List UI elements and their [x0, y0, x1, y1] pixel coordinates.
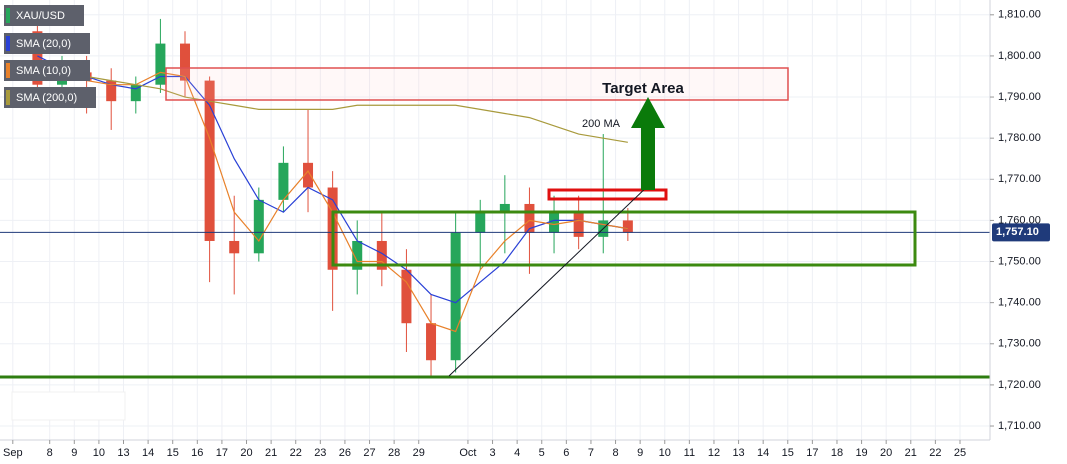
x-tick-label: 13 [732, 447, 744, 459]
y-tick-label: 1,790.00 [998, 91, 1041, 103]
legend-label: SMA (200,0) [16, 92, 77, 104]
resistance-box [547, 188, 668, 201]
candle-body [155, 43, 166, 85]
candle-body [475, 212, 486, 233]
y-tick-label: 1,730.00 [998, 338, 1041, 350]
x-tick-label: 9 [71, 447, 77, 459]
x-tick-label: 14 [757, 447, 769, 459]
candle-body [450, 232, 461, 361]
x-tick-label: 14 [142, 447, 154, 459]
sma-line [37, 55, 628, 304]
candle-body [229, 240, 240, 254]
sma-line [37, 67, 628, 143]
x-tick-label: Sep [3, 447, 23, 459]
candle-body [426, 323, 437, 361]
annotation: 200 MA [582, 118, 621, 130]
range-box [331, 210, 917, 267]
x-tick-label: 21 [265, 447, 277, 459]
x-tick-label: 17 [216, 447, 228, 459]
annotation: Target Area [602, 80, 684, 97]
candle-body [130, 84, 141, 102]
x-tick-label: 25 [954, 447, 966, 459]
target-box [165, 67, 789, 101]
last-price-tag [992, 223, 1050, 242]
candle-body [106, 80, 117, 102]
y-tick-label: 1,800.00 [998, 50, 1041, 62]
candle-body [401, 269, 412, 324]
x-tick-label: 23 [314, 447, 326, 459]
candle-body [352, 240, 363, 270]
legend-label: SMA (10,0) [16, 65, 71, 77]
x-tick-label: 29 [413, 447, 425, 459]
legend-swatch [6, 8, 10, 23]
y-tick-label: 1,750.00 [998, 255, 1041, 267]
x-tick-label: 3 [489, 447, 495, 459]
x-tick-label: 9 [637, 447, 643, 459]
candle-body [253, 199, 264, 254]
x-tick-label: 22 [929, 447, 941, 459]
legend-box [4, 5, 84, 26]
candle-body [573, 212, 584, 237]
legend-box [4, 87, 96, 108]
candle-body [549, 212, 560, 233]
x-tick-label: 11 [684, 447, 695, 459]
grid [0, 0, 990, 440]
x-tick-label: 15 [782, 447, 794, 459]
x-tick-label: 15 [167, 447, 179, 459]
x-tick-label: 13 [117, 447, 129, 459]
candle-body [524, 203, 535, 233]
x-tick-label: 26 [339, 447, 351, 459]
blank-panel [11, 391, 126, 421]
legend-swatch [6, 63, 10, 78]
last-price-label: 1,757.10 [996, 226, 1039, 238]
candle-body [204, 80, 215, 241]
legend-label: SMA (20,0) [16, 38, 71, 50]
x-tick-label: 8 [612, 447, 618, 459]
x-tick-label: 19 [855, 447, 867, 459]
y-tick-label: 1,780.00 [998, 132, 1041, 144]
legend-box [4, 60, 90, 81]
legend-box [4, 33, 90, 54]
y-tick-label: 1,720.00 [998, 379, 1041, 391]
x-tick-label: 7 [588, 447, 594, 459]
legend-swatch [6, 90, 10, 105]
arrow [631, 97, 665, 190]
candle-body [622, 220, 633, 233]
legend: XAU/USD SMA (20,0) SMA (10,0) SMA (200,0) [4, 5, 96, 108]
x-tick-label: 10 [659, 447, 671, 459]
y-tick-label: 1,810.00 [998, 9, 1041, 21]
candle-body [32, 31, 43, 85]
axes: 1,710.00 1,720.00 1,730.00 1,740.00 1,750.00… [3, 9, 1050, 459]
x-tick-label: 16 [191, 447, 203, 459]
x-tick-label: 5 [539, 447, 545, 459]
x-tick-label: Oct [459, 447, 476, 459]
y-tick-label: 1,760.00 [998, 214, 1041, 226]
candle-body [278, 162, 289, 200]
legend-label: XAU/USD [16, 10, 65, 22]
x-tick-label: 20 [880, 447, 892, 459]
x-tick-label: 21 [905, 447, 917, 459]
x-tick-label: 12 [708, 447, 720, 459]
x-tick-label: 18 [831, 447, 843, 459]
y-tick-label: 1,740.00 [998, 297, 1041, 309]
candle-body [376, 240, 387, 270]
candle-body [303, 162, 314, 188]
x-tick-label: 6 [563, 447, 569, 459]
legend-swatch [6, 36, 10, 51]
x-tick-label: 4 [514, 447, 520, 459]
candle-body [180, 43, 191, 81]
candle-body [499, 203, 510, 213]
x-tick-label: 20 [240, 447, 252, 459]
x-tick-label: 27 [363, 447, 375, 459]
y-tick-label: 1,710.00 [998, 420, 1041, 432]
x-tick-label: 8 [47, 447, 53, 459]
x-tick-label: 17 [806, 447, 818, 459]
x-tick-label: 22 [290, 447, 302, 459]
y-tick-label: 1,770.00 [998, 173, 1041, 185]
x-tick-label: 28 [388, 447, 400, 459]
x-tick-label: 10 [93, 447, 105, 459]
trend-line [448, 182, 652, 377]
